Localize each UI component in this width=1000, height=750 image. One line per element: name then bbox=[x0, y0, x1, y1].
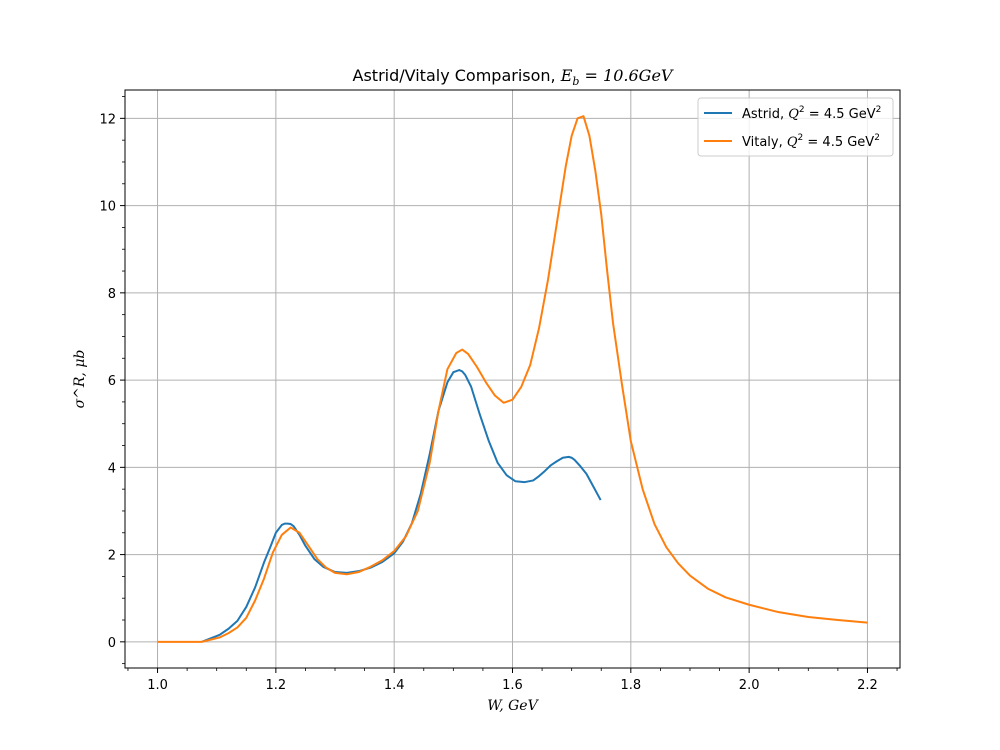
ticks: 1.0 1.2 1.4 1.6 1.8 2.0 2.2 0 2 4 6 8 10 12 bbox=[99, 96, 898, 693]
x-tick-label: 1.6 bbox=[502, 678, 523, 693]
y-tick-label: 2 bbox=[108, 549, 116, 564]
x-tick-label: 2.0 bbox=[739, 678, 760, 693]
series-layer bbox=[157, 115, 868, 643]
x-tick-label: 1.8 bbox=[620, 678, 641, 693]
title-suffix: = 10.6GeV bbox=[579, 66, 673, 85]
legend-astrid-mid: = 4.5 GeV bbox=[805, 107, 876, 122]
legend-vitaly-sup2: 2 bbox=[874, 133, 880, 143]
x-tick-label: 1.2 bbox=[266, 678, 287, 693]
x-tick-label: 2.2 bbox=[857, 678, 878, 693]
legend-label-astrid: Astrid, Q2 = 4.5 GeV2 bbox=[742, 105, 881, 122]
x-axis-label: W, GeV bbox=[487, 698, 539, 714]
title-symbol: E bbox=[560, 66, 573, 85]
legend-astrid-symbol: Q bbox=[788, 107, 799, 122]
title-subscript: b bbox=[572, 75, 579, 88]
title-prefix: Astrid/Vitaly Comparison, bbox=[353, 66, 561, 85]
legend-label-vitaly: Vitaly, Q2 = 4.5 GeV2 bbox=[742, 133, 880, 150]
y-tick-label: 10 bbox=[99, 200, 116, 215]
y-tick-label: 6 bbox=[108, 374, 116, 389]
legend: Astrid, Q2 = 4.5 GeV2 Vitaly, Q2 = 4.5 G… bbox=[697, 97, 894, 157]
x-tick-label: 1.0 bbox=[147, 678, 168, 693]
legend-vitaly-prefix: Vitaly, bbox=[742, 135, 787, 150]
y-tick-label: 4 bbox=[108, 461, 116, 476]
legend-astrid-sup: 2 bbox=[799, 105, 805, 115]
y-tick-label: 12 bbox=[99, 112, 116, 127]
chart-title: Astrid/Vitaly Comparison, Eb = 10.6GeV bbox=[353, 66, 674, 88]
legend-vitaly-symbol: Q bbox=[787, 135, 798, 150]
x-tick-label: 1.4 bbox=[384, 678, 405, 693]
legend-vitaly-sup: 2 bbox=[798, 133, 804, 143]
legend-astrid-sup2: 2 bbox=[876, 105, 882, 115]
legend-vitaly-mid: = 4.5 GeV bbox=[803, 135, 874, 150]
legend-astrid-prefix: Astrid, bbox=[742, 107, 788, 122]
y-axis-label: σ^R, μb bbox=[72, 350, 88, 409]
y-tick-label: 0 bbox=[108, 636, 116, 651]
legend-box bbox=[697, 97, 894, 157]
grid-lines bbox=[125, 90, 900, 668]
series-line-1 bbox=[157, 115, 868, 643]
series-line-0 bbox=[201, 369, 602, 643]
y-tick-label: 8 bbox=[108, 287, 116, 302]
